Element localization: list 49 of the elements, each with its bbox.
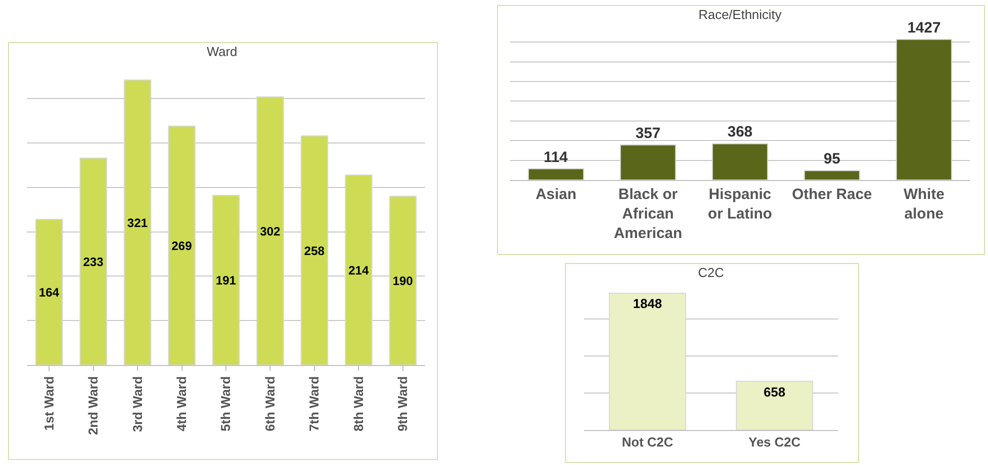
bar [256,96,284,365]
data-label: 233 [83,254,104,269]
data-label: 114 [544,148,568,166]
data-label: 321 [127,216,148,230]
data-label: 190 [392,274,414,288]
x-tick-label: 2nd Ward [86,376,101,435]
x-tick-label: 7th Ward [306,376,322,432]
bar [212,194,240,365]
bar [804,170,860,180]
bar [35,218,63,365]
chart-title: Race/Ethnicity [698,7,782,22]
x-tick-label: 8th Ward [350,376,366,432]
data-label: 302 [260,224,281,238]
x-tick-label: 4th Ward [174,376,190,432]
bar [300,135,328,365]
bar [712,143,768,180]
data-label: 1427 [907,19,941,36]
x-tick-label: Yes C2C [748,434,802,450]
chart-title: C2C [698,265,724,280]
data-label: 164 [38,286,60,300]
bar [389,196,417,365]
x-tick-label: 1st Ward [41,376,56,431]
data-label: 357 [635,124,661,142]
data-label: 191 [216,274,236,288]
data-label: 658 [764,384,786,400]
bar [896,38,952,180]
x-tick-label: 9th Ward [395,376,410,432]
x-tick-label: White alone [904,186,944,222]
x-tick-label: 3rd Ward [130,376,145,432]
bar [124,80,152,365]
data-label: 1848 [633,296,662,312]
x-tick-label: Asian [536,186,576,203]
data-label: 258 [304,244,325,258]
bar [168,126,196,365]
x-tick-label: Hispanic or Latino [708,186,772,222]
x-tick-label: Other Race [792,186,872,203]
data-label: 368 [727,124,753,141]
bar [344,174,372,365]
data-label: 269 [172,238,192,253]
data-label: 95 [824,150,840,168]
x-tick-label: Not C2C [622,434,674,450]
bar [80,158,108,365]
bar [528,168,584,180]
x-tick-label: Black or African American [614,186,682,242]
x-tick-label: 6th Ward [262,376,278,432]
data-label: 214 [348,263,369,278]
chart-title: Ward [206,44,238,60]
x-tick-label: 5th Ward [218,376,234,432]
bar [620,144,676,180]
